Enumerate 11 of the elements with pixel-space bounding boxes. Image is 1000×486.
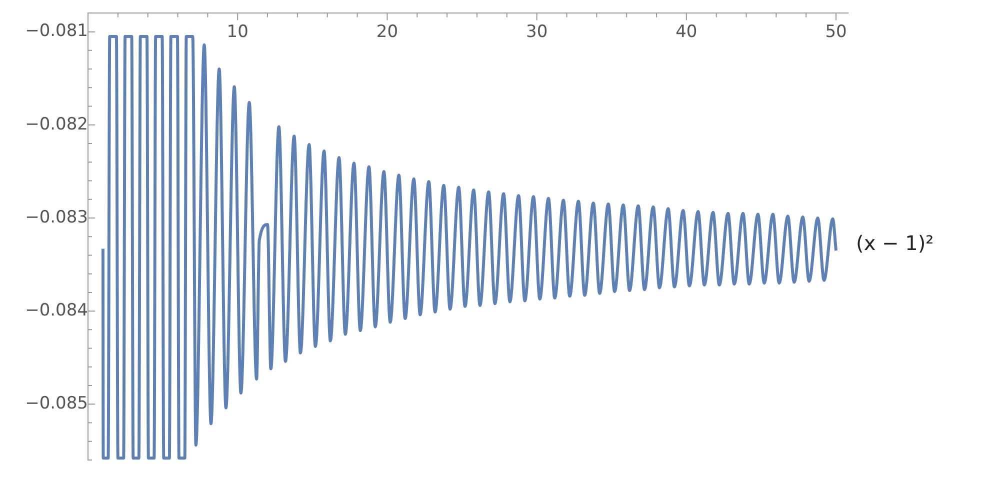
x-tick-label: 40 [676, 22, 698, 42]
x-tick-label: 10 [226, 22, 248, 42]
y-tick-label: −0.081 [25, 21, 88, 42]
series-label: (x − 1)² [856, 230, 934, 255]
y-tick-label: −0.083 [25, 207, 88, 228]
y-tick-label: −0.084 [25, 300, 88, 320]
x-tick-label: 30 [526, 22, 548, 42]
y-tick-label: −0.085 [25, 394, 88, 414]
x-tick-label: 50 [825, 22, 847, 42]
x-tick-label: 20 [376, 22, 398, 42]
y-tick-label: −0.082 [25, 114, 88, 134]
